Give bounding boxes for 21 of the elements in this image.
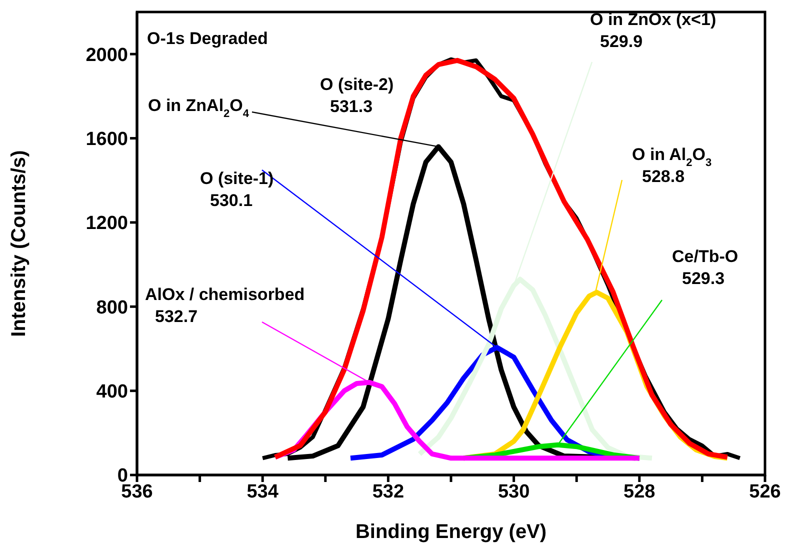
- text: O-1s Degraded: [147, 29, 268, 48]
- y-tick-label: 2000: [86, 44, 128, 66]
- x-axis-title: Binding Energy (eV): [355, 521, 547, 543]
- annotation: AlOx / chemisorbed 532.7: [145, 285, 305, 326]
- annotation: O in ZnOx (x<1) 529.9: [590, 10, 716, 51]
- annotation: O (site-1) 530.1: [200, 169, 274, 210]
- annotation: 528.8: [642, 167, 685, 186]
- x-tick-label: 528: [624, 481, 656, 502]
- y-tick-label: 800: [96, 297, 128, 318]
- annotation: O in Al$_{2}$O$_{3}$: [632, 145, 712, 169]
- annotation: O (site-2) 531.3: [320, 75, 394, 116]
- y-axis-title: Intensity (Counts/s): [8, 150, 30, 337]
- x-tick-label: 534: [246, 481, 279, 502]
- x-tick-label: 532: [372, 481, 404, 502]
- annotation: O in ZnAl$_{2}$O$_{4}$: [148, 96, 250, 120]
- annotation: Ce/Tb-O 529.3: [672, 247, 738, 288]
- x-tick-label: 526: [749, 481, 781, 502]
- y-tick-label: 1200: [86, 213, 128, 234]
- x-tick-label: 530: [498, 481, 530, 502]
- y-tick-label: 400: [96, 382, 128, 403]
- y-tick-label: 1600: [86, 129, 128, 150]
